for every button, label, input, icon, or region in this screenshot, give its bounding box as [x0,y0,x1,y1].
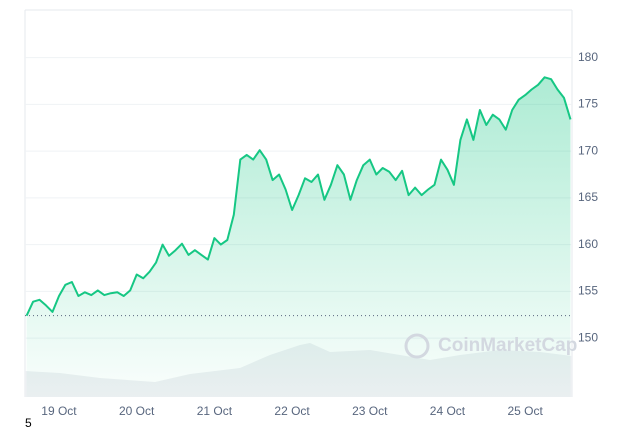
y-tick-label: 170 [578,143,598,157]
y-tick-label: 150 [578,330,598,344]
x-tick-label: 21 Oct [197,404,233,418]
x-tick-label: 19 Oct [41,404,77,418]
price-line [25,76,572,317]
y-tick-label: 155 [578,284,598,298]
x-tick-label: 22 Oct [274,404,310,418]
x-tick-label: 23 Oct [352,404,388,418]
price-area [26,77,571,398]
x-tick-label: 20 Oct [119,404,155,418]
corner-text: 5 [25,416,32,427]
watermark: CoinMarketCap [438,335,577,356]
watermark-logo [404,333,430,359]
y-tick-label: 165 [578,190,598,204]
plot: 150 155 160 165 170 175 180 19 Oct 20 Oct 21 Oct 2… [25,50,598,418]
y-tick-label: 160 [578,237,598,251]
y-tick-label: 180 [578,50,598,64]
x-tick-label: 25 Oct [507,404,543,418]
y-tick-label: 175 [578,97,598,111]
x-tick-label: 24 Oct [430,404,466,418]
